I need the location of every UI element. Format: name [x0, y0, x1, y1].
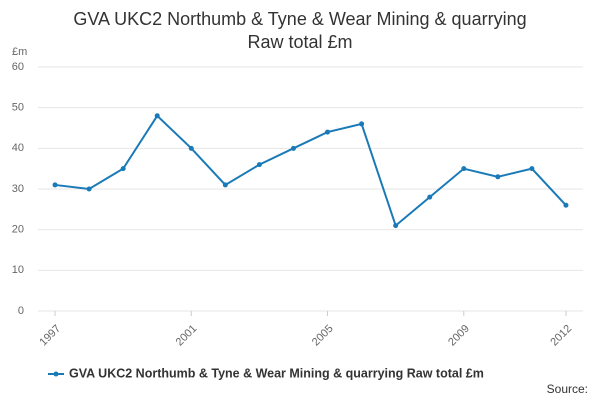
data-point — [359, 121, 365, 127]
data-point — [52, 182, 58, 188]
y-tick-label: 50 — [12, 102, 24, 114]
data-point — [290, 145, 296, 151]
data-point — [222, 182, 228, 188]
x-tick-label: 2001 — [174, 323, 200, 349]
data-point — [325, 129, 331, 135]
legend-marker — [53, 371, 59, 377]
y-axis-label: £m — [12, 46, 27, 58]
legend-item: GVA UKC2 Northumb & Tyne & Wear Mining &… — [48, 366, 484, 380]
source: Source: — [547, 382, 588, 396]
data-line — [54, 114, 567, 228]
y-tick-label: 40 — [12, 142, 24, 154]
data-point — [120, 166, 126, 172]
y-tick-label: 60 — [12, 61, 24, 73]
data-point — [495, 174, 501, 180]
data-point — [256, 162, 262, 168]
y-tick-label: 20 — [12, 224, 24, 236]
x-tick-label: 2005 — [310, 323, 336, 349]
x-tick-label: 1997 — [37, 323, 63, 349]
x-tick-label: 2012 — [548, 323, 574, 349]
chart-title: GVA UKC2 Northumb & Tyne & Wear Mining &… — [73, 9, 527, 52]
data-point — [427, 194, 433, 200]
data-point — [529, 166, 535, 172]
data-point — [154, 113, 160, 119]
x-tick-label: 2009 — [446, 323, 472, 349]
y-tick-label: 0 — [18, 305, 24, 317]
data-point — [188, 145, 194, 151]
data-point — [393, 223, 399, 229]
data-point — [86, 186, 92, 192]
y-tick-label: 10 — [12, 264, 24, 276]
data-point — [563, 202, 569, 208]
legend-label: GVA UKC2 Northumb & Tyne & Wear Mining &… — [69, 366, 484, 380]
y-tick-label: 30 — [12, 183, 24, 195]
data-point — [461, 166, 467, 172]
